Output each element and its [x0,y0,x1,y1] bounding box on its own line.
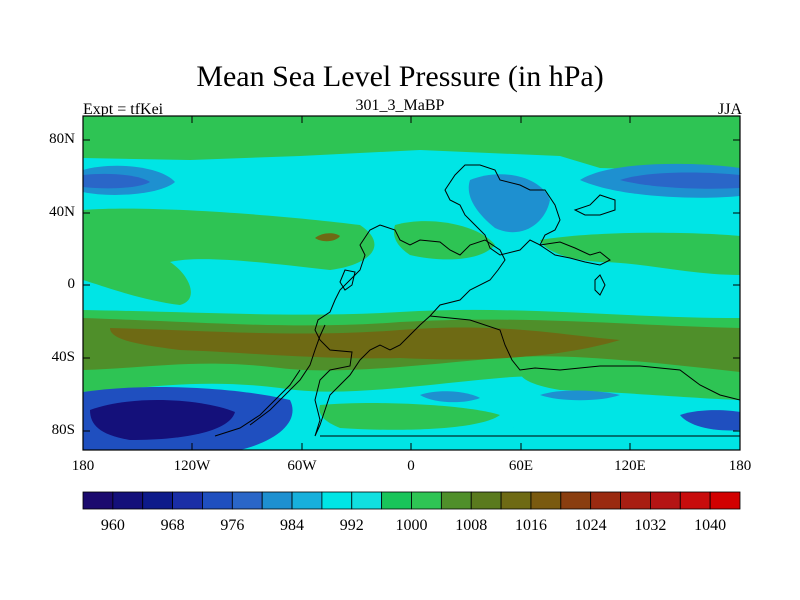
field-high-south-core [110,327,620,360]
colorbar-swatch [530,491,562,510]
case-label: 301_3_MaBP [355,97,445,114]
x-ticks [191,116,631,450]
coast-antarctic [214,369,301,437]
coastlines [214,164,740,437]
field-band-south-mid [319,403,500,430]
colorbar-swatch [172,491,203,510]
field-low-south-atlantic [420,391,480,403]
x-tick-label: 0 [407,458,415,474]
coast-west [249,324,326,426]
chart-title: Mean Sea Level Pressure (in hPa) [196,60,604,93]
season-label: JJA [717,101,742,118]
x-tick-label: 120W [173,458,211,474]
y-tick-label: 80S [51,422,75,438]
colorbar-label: 1016 [514,517,547,534]
colorbar-swatch [560,491,592,510]
field-high-north-atlantic [393,221,495,260]
y-tick-label: 40N [49,204,75,220]
field-band-polar [500,419,740,450]
x-tick-label: 180 [728,458,752,474]
colorbar-swatch [202,491,233,510]
colorbar-label: 960 [100,517,125,534]
field-low-continent [468,174,550,233]
pressure-field [83,116,740,450]
island-west [339,269,356,291]
continent-north [444,164,561,256]
y-ticks [83,139,740,432]
colorbar-swatch [500,491,532,510]
colorbar-swatch [650,491,681,510]
colorbar-label: 1040 [694,517,727,534]
y-tick-label: 40S [51,349,75,365]
y-tick-label: 0 [67,276,76,292]
colorbar-label: 968 [160,517,185,534]
colorbar-label: 1000 [395,517,428,534]
colorbar-label: 1024 [574,517,607,534]
colorbar-swatch [440,491,472,510]
field-high-east [540,232,740,275]
colorbar-swatch [620,491,651,510]
x-tick-label: 180 [71,458,95,474]
colorbar-swatch [112,491,144,510]
colorbar-swatch [82,491,114,510]
colorbar-swatch [261,491,293,510]
island-chain [538,241,611,266]
colorbar-swatch [679,491,711,510]
colorbar-swatch [142,491,173,510]
colorbar-swatch [470,491,502,510]
island-small [594,274,606,296]
colorbar-label: 1008 [455,517,488,534]
colorbar-swatch [590,491,621,510]
colorbar-swatch [351,491,383,510]
field-low-south-east-core [680,410,740,431]
x-tick-label: 60E [508,458,534,474]
coast-south-east [429,315,740,401]
field-low-asia-core [620,172,740,189]
field-high-spot [315,233,340,242]
field-low-south-pacific-core [90,400,235,440]
colorbar-swatch [231,491,263,510]
y-tick-label: 80N [49,131,75,147]
colorbar-label: 1032 [634,517,667,534]
field-band-north [83,144,740,172]
experiment-label: Expt = tfKei [83,101,164,118]
colorbar-label: 992 [339,517,364,534]
colorbar-swatch [709,491,741,510]
colorbar-label: 976 [220,517,245,534]
colorbar [82,491,741,510]
field-band-south-east [520,368,740,400]
colorbar-swatch [321,491,353,510]
x-tick-label: 60W [287,458,317,474]
colorbar-swatch [291,491,323,510]
island-east [573,194,616,216]
field-high-north-pacific [83,208,375,305]
colorbar-swatch [381,491,412,510]
field-low-south-east [540,390,620,401]
colorbar-swatch [411,491,442,510]
x-tick-label: 120E [614,458,646,474]
colorbar-label: 984 [280,517,305,534]
field-low-pacific-core [83,173,150,189]
